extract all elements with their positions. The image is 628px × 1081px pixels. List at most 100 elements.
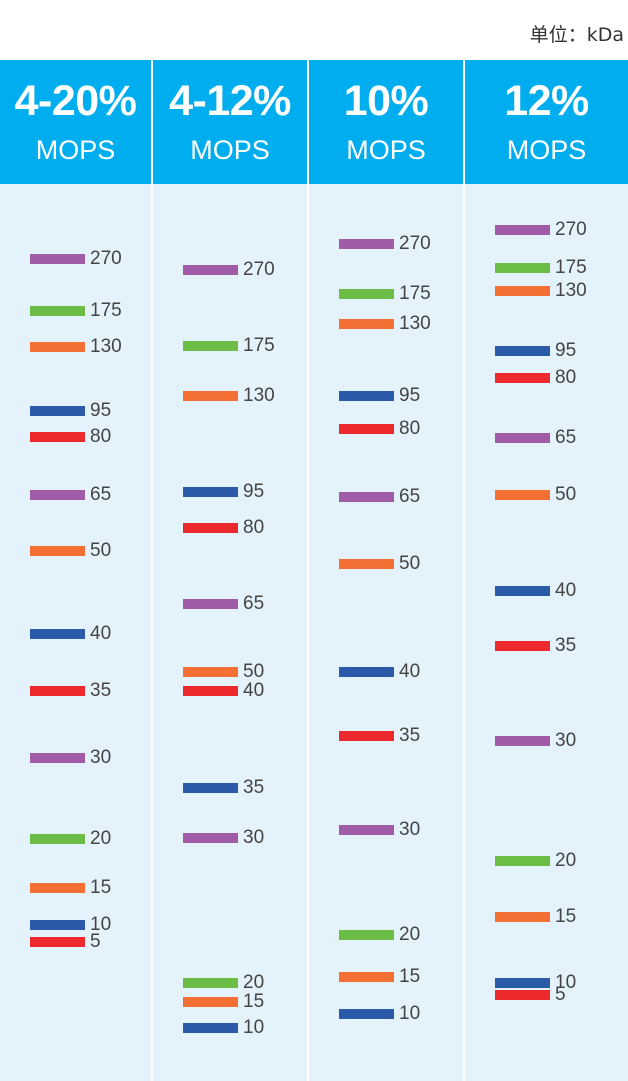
band-size-label: 30 xyxy=(90,747,112,768)
band-size-label: 65 xyxy=(555,427,577,448)
marker-band xyxy=(30,937,85,947)
marker-band xyxy=(30,306,85,316)
band-size-label: 15 xyxy=(399,966,421,987)
marker-band xyxy=(30,834,85,844)
band-size-label: 35 xyxy=(555,635,577,656)
buffer-name: MOPS xyxy=(35,135,116,165)
marker-band xyxy=(495,641,550,651)
band-size-label: 50 xyxy=(555,484,577,505)
marker-band xyxy=(30,406,85,416)
marker-band xyxy=(495,736,550,746)
band-size-label: 80 xyxy=(243,517,265,538)
marker-band xyxy=(30,686,85,696)
marker-band xyxy=(183,833,238,843)
marker-band xyxy=(495,856,550,866)
buffer-name: MOPS xyxy=(190,135,270,165)
band-size-label: 270 xyxy=(243,259,275,280)
band-size-label: 175 xyxy=(399,283,431,304)
band-size-label: 35 xyxy=(243,777,265,798)
gel-column-4-20: 4-20% MOPS 270 175 130 95 80 65 50 40 35 30 20 15 10… xyxy=(0,60,151,1081)
marker-band xyxy=(183,686,238,696)
band-size-label: 10 xyxy=(243,1017,265,1038)
band-size-label: 270 xyxy=(555,219,587,240)
band-size-label: 130 xyxy=(555,280,587,301)
marker-band xyxy=(495,586,550,596)
marker-band xyxy=(183,523,238,533)
band-size-label: 175 xyxy=(555,257,587,278)
band-size-label: 20 xyxy=(243,972,265,993)
band-size-label: 15 xyxy=(243,991,265,1012)
band-size-label: 50 xyxy=(399,553,421,574)
band-size-label: 30 xyxy=(243,827,265,848)
marker-band xyxy=(339,391,394,401)
marker-band xyxy=(495,225,550,235)
gel-column-4-12: 4-12% MOPS 270 175 130 95 80 65 50 40 35 30 20 15 10 xyxy=(153,60,307,1081)
marker-band xyxy=(339,825,394,835)
column-header: 12% MOPS xyxy=(465,60,628,184)
band-size-label: 95 xyxy=(555,340,577,361)
marker-band xyxy=(183,391,238,401)
marker-band xyxy=(339,424,394,434)
marker-band xyxy=(183,487,238,497)
marker-band xyxy=(339,319,394,329)
marker-band xyxy=(495,978,550,988)
marker-band xyxy=(183,265,238,275)
gel-percentage: 10% xyxy=(343,77,429,125)
band-size-label: 80 xyxy=(555,367,577,388)
band-size-label: 5 xyxy=(90,931,101,952)
band-size-label: 50 xyxy=(243,661,265,682)
band-size-label: 50 xyxy=(90,540,112,561)
marker-band xyxy=(183,783,238,793)
band-size-label: 30 xyxy=(399,819,421,840)
gel-column-12: 12% MOPS 270 175 130 95 80 65 50 40 35 30 20 15 10 5 xyxy=(465,60,628,1081)
marker-band xyxy=(339,731,394,741)
band-size-label: 10 xyxy=(555,972,577,993)
marker-band xyxy=(30,432,85,442)
band-size-label: 20 xyxy=(90,828,112,849)
marker-band xyxy=(183,341,238,351)
band-size-label: 130 xyxy=(243,385,275,406)
band-size-label: 65 xyxy=(399,486,421,507)
band-size-label: 95 xyxy=(399,385,421,406)
band-size-label: 20 xyxy=(555,850,577,871)
marker-band xyxy=(183,667,238,677)
band-size-label: 35 xyxy=(90,680,112,701)
marker-band xyxy=(339,492,394,502)
band-size-label: 20 xyxy=(399,924,421,945)
marker-band xyxy=(495,373,550,383)
band-size-label: 175 xyxy=(90,300,122,321)
marker-band xyxy=(183,978,238,988)
marker-band xyxy=(30,629,85,639)
marker-band xyxy=(339,930,394,940)
gel-column-10: 10% MOPS 270 175 130 95 80 65 50 40 35 30 20 15 10 xyxy=(309,60,463,1081)
marker-band xyxy=(30,254,85,264)
buffer-name: MOPS xyxy=(506,135,587,165)
buffer-name: MOPS xyxy=(346,135,426,165)
marker-band xyxy=(183,599,238,609)
band-size-label: 95 xyxy=(90,400,112,421)
band-size-label: 175 xyxy=(243,335,275,356)
band-size-label: 15 xyxy=(555,906,577,927)
band-size-label: 130 xyxy=(399,313,431,334)
marker-band xyxy=(495,912,550,922)
marker-band xyxy=(183,997,238,1007)
band-size-label: 40 xyxy=(555,580,577,601)
band-size-label: 80 xyxy=(399,418,421,439)
column-header: 4-12% MOPS xyxy=(153,60,307,184)
gel-percentage: 4-20% xyxy=(14,77,137,125)
band-size-label: 10 xyxy=(90,914,112,935)
band-size-label: 65 xyxy=(243,593,265,614)
marker-band xyxy=(30,342,85,352)
unit-label: 单位：kDa xyxy=(529,24,624,46)
marker-band xyxy=(30,546,85,556)
marker-band xyxy=(495,433,550,443)
gel-percentage: 12% xyxy=(504,77,589,125)
band-size-label: 40 xyxy=(90,623,112,644)
band-size-label: 35 xyxy=(399,725,421,746)
band-size-label: 270 xyxy=(90,248,122,269)
column-header: 10% MOPS xyxy=(309,60,463,184)
marker-band xyxy=(30,753,85,763)
marker-band xyxy=(183,1023,238,1033)
band-size-label: 65 xyxy=(90,484,112,505)
band-size-label: 95 xyxy=(243,481,265,502)
